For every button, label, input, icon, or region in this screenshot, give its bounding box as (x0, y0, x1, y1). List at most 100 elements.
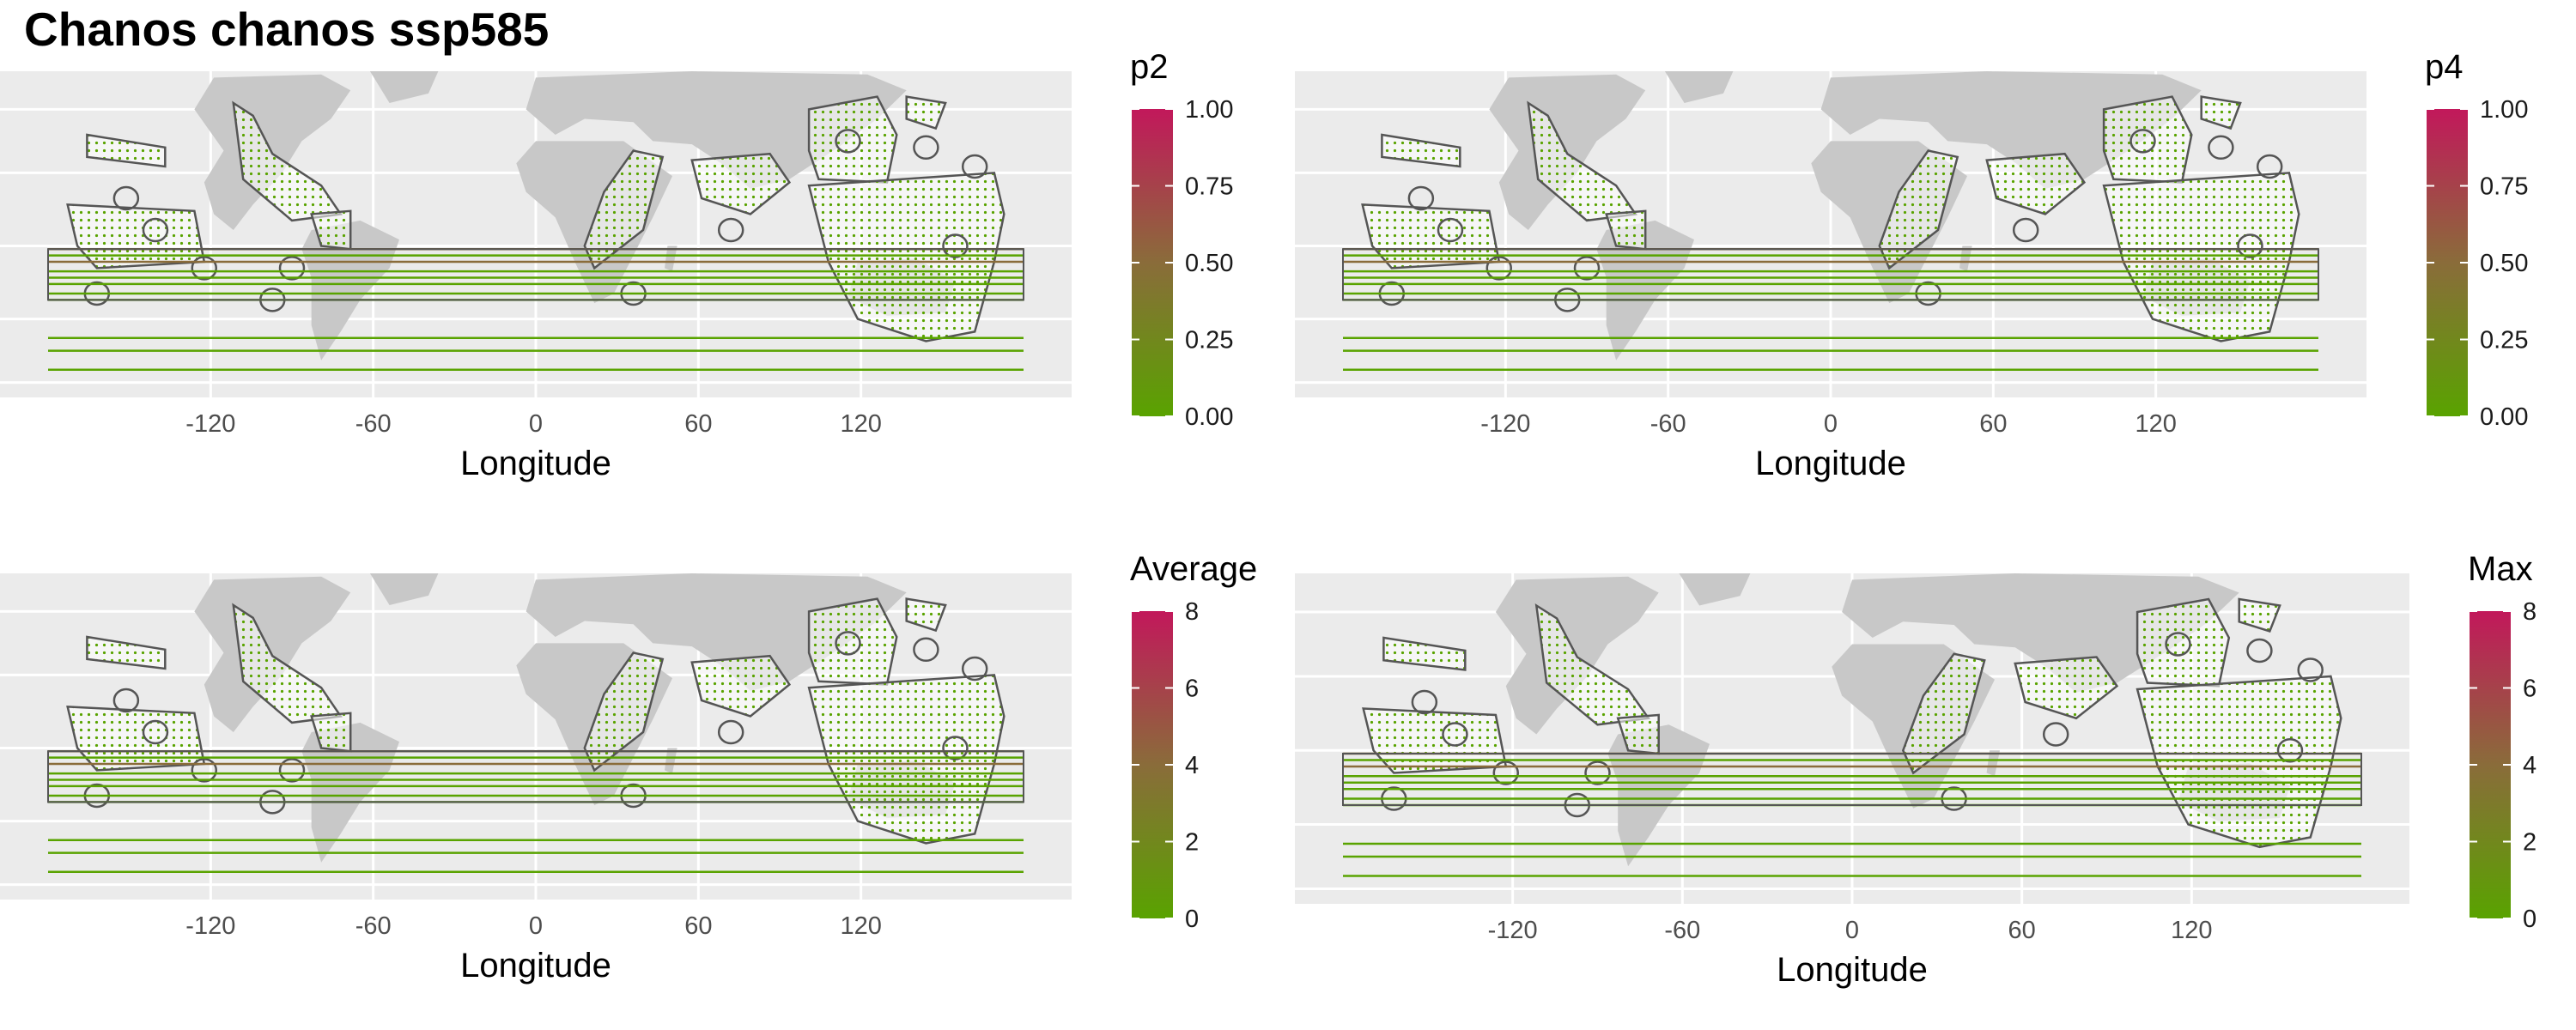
legend-tick-label: 0.75 (1185, 173, 1233, 201)
range-bubble (2246, 638, 2273, 663)
range-polygon (1901, 652, 1986, 775)
legend-tick-label: 1.00 (2480, 96, 2528, 124)
range-polygon (2014, 656, 2119, 720)
range-bubble (1584, 760, 1611, 785)
range-bubble (2012, 217, 2039, 243)
x-axis-title: Longitude (1755, 445, 1906, 482)
range-polygon (2238, 597, 2281, 633)
range-bubble (942, 736, 969, 760)
x-tick-label: -120 (1480, 410, 1530, 438)
map-panel-2: -120 -60 0 60 120 Longitude p4 1.00 0.75 0.50 0.25… (1295, 48, 2528, 482)
range-bubble (2208, 135, 2234, 161)
color-legend: p2 1.00 0.75 0.50 0.25 0.00 (1130, 48, 1233, 431)
range-bubble (835, 631, 861, 656)
legend-tick-label: 0.50 (2480, 250, 2528, 277)
madagascar-landmass (665, 748, 677, 774)
x-tick-label: 0 (1845, 917, 1859, 944)
legend-tick-label: 8 (2523, 598, 2537, 626)
x-axis-title: Longitude (460, 445, 611, 482)
greenland-landmass (1679, 573, 1751, 606)
range-bubble (278, 256, 306, 281)
greenland-landmass (369, 71, 439, 103)
legend-title: Max (2468, 550, 2533, 588)
range-polygon (1381, 133, 1461, 168)
map-panel-4: -120 -60 0 60 120 Longitude Max 8 6 4 2 0 (1295, 550, 2537, 989)
madagascar-landmass (665, 245, 677, 272)
range-polygon (583, 149, 665, 270)
legend-tick-label: 6 (2523, 676, 2537, 703)
legend-tick-label: 2 (2523, 829, 2537, 857)
figure-title: Chanos chanos ssp585 (24, 3, 550, 56)
range-bubble (1437, 217, 1464, 243)
x-tick-label: -60 (355, 912, 392, 940)
range-bubble (1411, 689, 1438, 715)
x-tick-label: -120 (185, 912, 235, 940)
range-polygon (1985, 152, 2087, 215)
stripe-band-outline (1342, 248, 2319, 301)
x-tick-label: 0 (529, 410, 543, 438)
range-polygon (1382, 636, 1467, 671)
stripe-band-outline (47, 248, 1024, 301)
legend-tick-label: 0.25 (1185, 327, 1233, 354)
range-polygon (807, 95, 898, 184)
legend-tick-label: 0.75 (2480, 173, 2528, 201)
range-polygon (807, 597, 898, 686)
range-bubble (1485, 256, 1513, 281)
range-bubble (1492, 760, 1520, 785)
range-polygon (690, 654, 792, 718)
range-polygon (1878, 149, 1959, 270)
legend-title: p4 (2425, 48, 2464, 86)
legend-tick-label: 8 (1185, 598, 1199, 626)
range-bubble (278, 758, 306, 783)
legend-tick-label: 0.00 (2480, 403, 2528, 431)
legend-tick-label: 0 (1185, 906, 1199, 933)
x-tick-label: -60 (1650, 410, 1686, 438)
range-bubble (1442, 722, 1468, 747)
range-bubble (142, 217, 169, 243)
stripe-band-outline (47, 750, 1024, 803)
range-bubble (2297, 657, 2324, 682)
range-bubble (942, 233, 969, 258)
range-bubble (2129, 129, 2156, 154)
x-tick-label: 60 (2008, 917, 2036, 944)
range-bubble (961, 154, 988, 179)
range-polygon (905, 95, 947, 130)
x-tick-label: -120 (185, 410, 235, 438)
legend-tick-label: 0.25 (2480, 327, 2528, 354)
range-bubble (112, 185, 140, 211)
x-tick-label: -60 (1664, 917, 1700, 944)
legend-tick-label: 4 (2523, 752, 2537, 779)
range-polygon (86, 133, 167, 168)
range-bubble (191, 256, 218, 281)
legend-tick-label: 0.50 (1185, 250, 1233, 277)
range-bubble (2165, 632, 2191, 657)
range-polygon (583, 651, 665, 772)
range-polygon (232, 100, 343, 222)
map-panel-1: -120 -60 0 60 120 Longitude p2 1.00 0.75 0.50 0.25… (0, 48, 1233, 482)
legend-tick-label: 0 (2523, 906, 2537, 933)
x-tick-label: 120 (2171, 917, 2212, 944)
x-tick-label: 0 (1824, 410, 1838, 438)
x-tick-label: -60 (355, 410, 392, 438)
range-polygon (1361, 203, 1501, 270)
range-polygon (66, 203, 206, 270)
x-tick-label: 0 (529, 912, 543, 940)
legend-tick-label: 4 (1185, 752, 1199, 779)
range-bubble (913, 135, 939, 161)
legend-tick-label: 0.00 (1185, 403, 1233, 431)
range-bubble (2256, 154, 2283, 179)
color-legend: p4 1.00 0.75 0.50 0.25 0.00 (2425, 48, 2528, 431)
greenland-landmass (369, 573, 439, 605)
x-tick-label: 120 (2135, 410, 2176, 438)
color-legend: Max 8 6 4 2 0 (2468, 550, 2537, 933)
range-bubble (112, 688, 140, 713)
range-bubble (2276, 738, 2304, 763)
x-tick-label: 60 (684, 912, 712, 940)
x-axis-title: Longitude (460, 947, 611, 985)
range-bubble (961, 656, 988, 682)
legend-tick-label: 6 (1185, 676, 1199, 703)
range-polygon (66, 706, 206, 772)
legend-title: p2 (1130, 48, 1169, 86)
madagascar-landmass (1959, 245, 1972, 272)
greenland-landmass (1664, 71, 1734, 103)
